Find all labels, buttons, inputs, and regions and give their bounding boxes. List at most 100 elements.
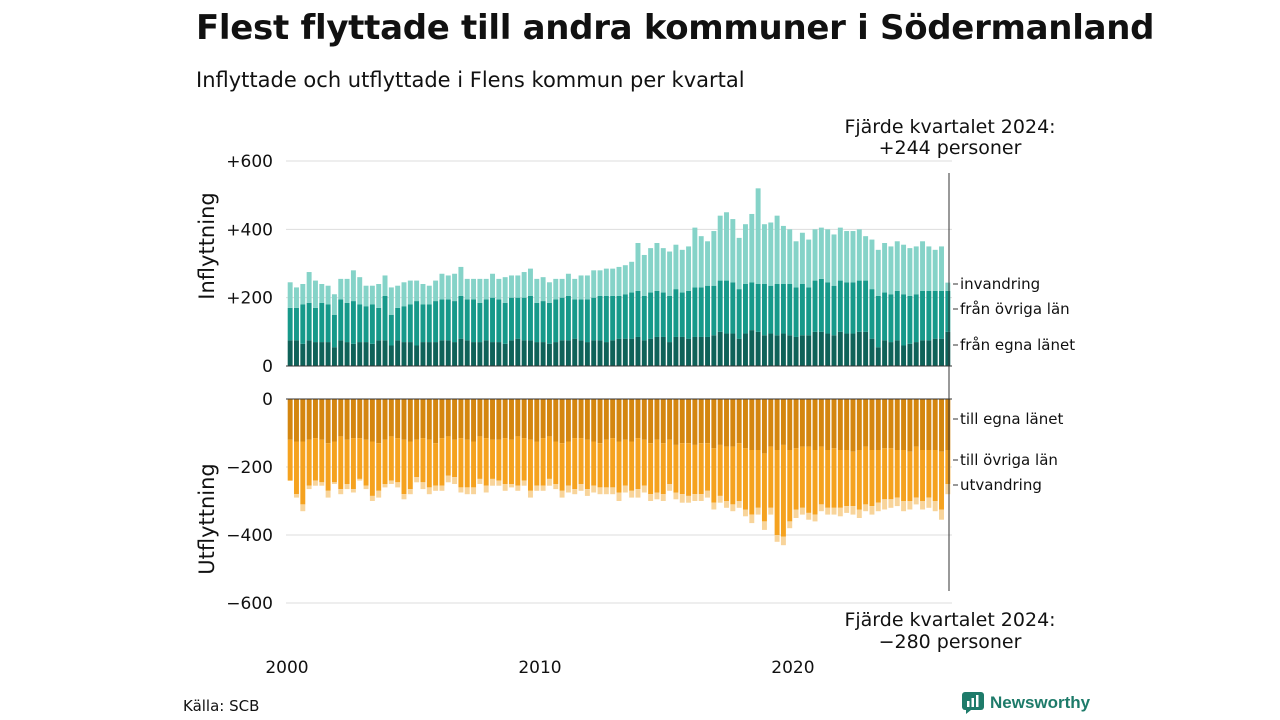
bar-out-2 (597, 487, 603, 495)
bar-in-0 (730, 333, 736, 366)
bar-in-0 (831, 335, 837, 366)
bar-in-1 (490, 297, 495, 343)
bar-out-1 (648, 443, 654, 495)
bar-out-0 (534, 399, 540, 442)
bar-out-1 (654, 439, 660, 493)
bar-in-1 (717, 280, 723, 332)
bar-out-0 (458, 399, 464, 439)
bar-in-1 (901, 294, 907, 346)
bar-in-0 (749, 330, 755, 366)
bar-in-0 (863, 331, 869, 366)
bar-in-2 (496, 278, 502, 300)
bar-in-1 (426, 304, 432, 343)
bar-in-1 (673, 289, 679, 337)
bar-in-0 (686, 338, 692, 366)
bar-in-1 (926, 290, 932, 341)
bar-out-1 (888, 448, 894, 500)
bar-out-1 (749, 450, 755, 515)
bar-out-1 (357, 438, 363, 479)
bar-out-1 (369, 441, 375, 496)
bar-out-0 (546, 399, 552, 437)
bar-in-1 (382, 295, 388, 341)
y-tick-label-bottom: 0 (262, 390, 273, 410)
bar-out-0 (559, 399, 565, 444)
bar-out-0 (932, 399, 938, 450)
bar-in-1 (654, 290, 660, 337)
bar-in-1 (692, 287, 698, 337)
bar-in-2 (312, 280, 318, 308)
bar-in-1 (768, 285, 774, 334)
bar-out-0 (376, 399, 382, 444)
bar-in-2 (610, 268, 616, 296)
bar-out-2 (496, 480, 502, 486)
bar-out-2 (932, 501, 938, 512)
bar-out-1 (433, 443, 439, 486)
bar-out-1 (635, 438, 641, 490)
bar-in-1 (932, 290, 938, 339)
bar-out-0 (407, 399, 413, 442)
legend-label-bottom: till övriga län (960, 451, 1058, 469)
bar-out-0 (414, 399, 420, 440)
bar-out-1 (376, 443, 382, 491)
bar-in-0 (793, 336, 799, 366)
legend: invandring från övriga län från egna länet… (953, 275, 1075, 494)
annotation-bottom-line2: −280 personer (879, 631, 1022, 653)
bar-in-2 (705, 241, 710, 286)
bar-out-2 (736, 501, 742, 508)
annotation-top-line1: Fjärde kvartalet 2024: (844, 116, 1055, 138)
bar-in-0 (641, 340, 647, 366)
bar-out-2 (755, 507, 761, 515)
bar-in-0 (496, 342, 502, 366)
bar-out-1 (306, 439, 312, 486)
bar-out-1 (698, 443, 704, 495)
bar-in-0 (515, 338, 521, 366)
bar-in-1 (799, 284, 805, 336)
bar-out-1 (787, 450, 793, 522)
bar-out-2 (414, 477, 420, 483)
bar-out-2 (452, 477, 458, 484)
bar-out-0 (717, 399, 723, 445)
bar-in-2 (856, 229, 862, 281)
bar-in-1 (679, 292, 685, 337)
bar-in-2 (464, 278, 470, 300)
bar-out-0 (679, 399, 685, 444)
bar-in-2 (686, 246, 692, 291)
bar-in-1 (806, 287, 812, 336)
bar-out-1 (515, 436, 521, 486)
bar-out-2 (445, 475, 451, 483)
bar-in-2 (825, 229, 831, 283)
bar-out-1 (521, 438, 527, 481)
bar-in-2 (306, 272, 312, 303)
bar-out-0 (331, 399, 337, 442)
bar-out-2 (705, 490, 710, 498)
bar-out-2 (837, 507, 843, 517)
bar-out-0 (799, 399, 805, 447)
bar-out-0 (540, 399, 546, 439)
bar-out-1 (528, 439, 533, 491)
bar-out-2 (901, 501, 907, 512)
bar-in-0 (825, 333, 831, 366)
bar-in-2 (603, 268, 609, 296)
bar-out-0 (837, 399, 843, 450)
bar-in-0 (357, 342, 363, 366)
bar-in-0 (584, 342, 590, 366)
bar-out-2 (768, 507, 774, 515)
bar-out-2 (629, 490, 635, 498)
bar-out-0 (483, 399, 489, 439)
bar-out-1 (818, 446, 824, 505)
bar-out-1 (578, 438, 584, 484)
bar-in-1 (414, 301, 420, 346)
bar-in-0 (768, 333, 774, 366)
bar-in-2 (869, 239, 875, 290)
bar-in-2 (894, 241, 900, 291)
bar-out-2 (610, 487, 616, 495)
bar-in-1 (888, 294, 894, 343)
bar-out-1 (863, 446, 869, 505)
bar-in-2 (597, 270, 603, 296)
bar-out-0 (300, 399, 306, 442)
bar-out-1 (464, 439, 470, 488)
bar-in-0 (578, 340, 584, 366)
bar-in-2 (679, 249, 685, 293)
bar-in-2 (325, 285, 331, 305)
brand-logo[interactable]: Newsworthy (962, 692, 1090, 714)
